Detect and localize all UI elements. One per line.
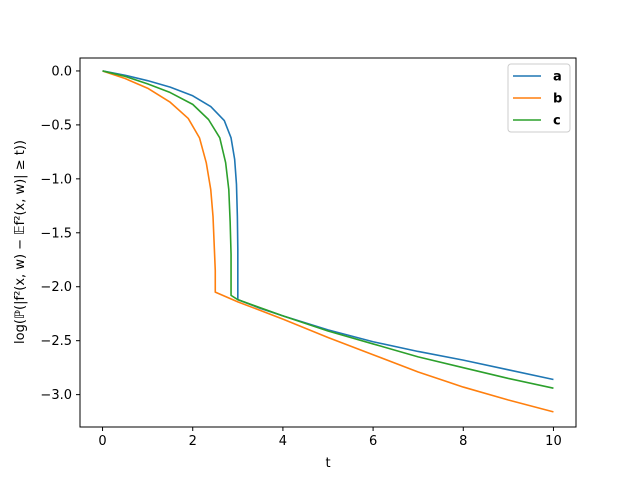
x-tick-label: 6 bbox=[369, 434, 377, 449]
x-tick-label: 10 bbox=[545, 434, 562, 449]
y-tick-label: −0.5 bbox=[40, 118, 72, 133]
plot-area bbox=[80, 58, 576, 427]
legend: abc bbox=[507, 63, 571, 133]
legend-label-c: c bbox=[553, 114, 561, 129]
axes-layer bbox=[79, 57, 577, 428]
y-axis-label: log(ℙ(|f²(x, w) − 𝔼f²(x, w)| ≥ t)) bbox=[13, 140, 28, 344]
x-tick-label: 8 bbox=[459, 434, 467, 449]
x-axis-label: t bbox=[325, 456, 330, 471]
x-tick-label: 4 bbox=[279, 434, 287, 449]
legend-label-b: b bbox=[553, 92, 562, 107]
x-axis-ticks: 0 2 4 6 8 10 bbox=[98, 427, 562, 449]
y-tick-label: −2.5 bbox=[40, 334, 72, 349]
series-line-a bbox=[102, 70, 554, 381]
series-layer bbox=[102, 70, 554, 413]
y-tick-label: 0.0 bbox=[51, 64, 72, 79]
series-line-c bbox=[102, 70, 554, 389]
y-tick-label: −2.0 bbox=[40, 280, 72, 295]
y-tick-label: −1.0 bbox=[40, 172, 72, 187]
y-tick-label: −3.0 bbox=[40, 388, 72, 403]
y-tick-label: −1.5 bbox=[40, 226, 72, 241]
plot-frame bbox=[79, 57, 577, 428]
x-tick-label: 0 bbox=[98, 434, 106, 449]
series-line-b bbox=[102, 70, 554, 413]
legend-label-a: a bbox=[553, 70, 562, 85]
legend-items: abc bbox=[513, 70, 562, 129]
y-axis-ticks: 0.0 −0.5 −1.0 −1.5 −2.0 −2.5 −3.0 bbox=[40, 64, 80, 403]
x-tick-label: 2 bbox=[189, 434, 197, 449]
